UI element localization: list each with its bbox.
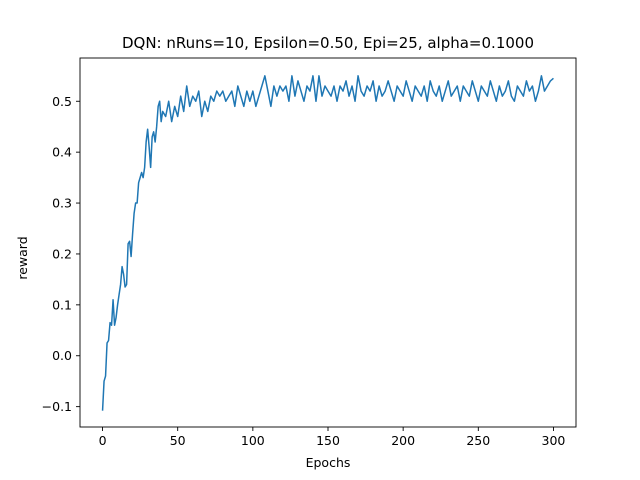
chart-title: DQN: nRuns=10, Epsilon=0.50, Epi=25, alp…: [122, 34, 534, 52]
y-axis-label: reward: [15, 236, 30, 279]
reward-series-line: [101, 75, 554, 411]
x-tick-label: 150: [316, 433, 340, 448]
x-axis: 0 50 100 150 200 250 300: [99, 427, 566, 448]
x-tick-label: 200: [391, 433, 415, 448]
x-tick-label: 100: [241, 433, 265, 448]
x-tick-label: 0: [99, 433, 107, 448]
x-tick-label: 50: [170, 433, 186, 448]
y-tick-label: −0.1: [42, 399, 72, 414]
y-tick-label: 0.1: [52, 297, 72, 312]
y-tick-label: 0.0: [52, 348, 72, 363]
y-tick-label: 0.5: [52, 94, 72, 109]
y-tick-label: 0.4: [52, 145, 72, 160]
x-tick-label: 250: [466, 433, 490, 448]
x-tick-label: 300: [542, 433, 566, 448]
y-tick-label: 0.3: [52, 196, 72, 211]
y-tick-label: 0.2: [52, 246, 72, 261]
y-axis: −0.1 0.0 0.1 0.2 0.3 0.4 0.5: [42, 94, 80, 414]
x-axis-label: Epochs: [306, 455, 351, 470]
axes-frame: [79, 57, 577, 428]
plot-area: [101, 75, 554, 411]
